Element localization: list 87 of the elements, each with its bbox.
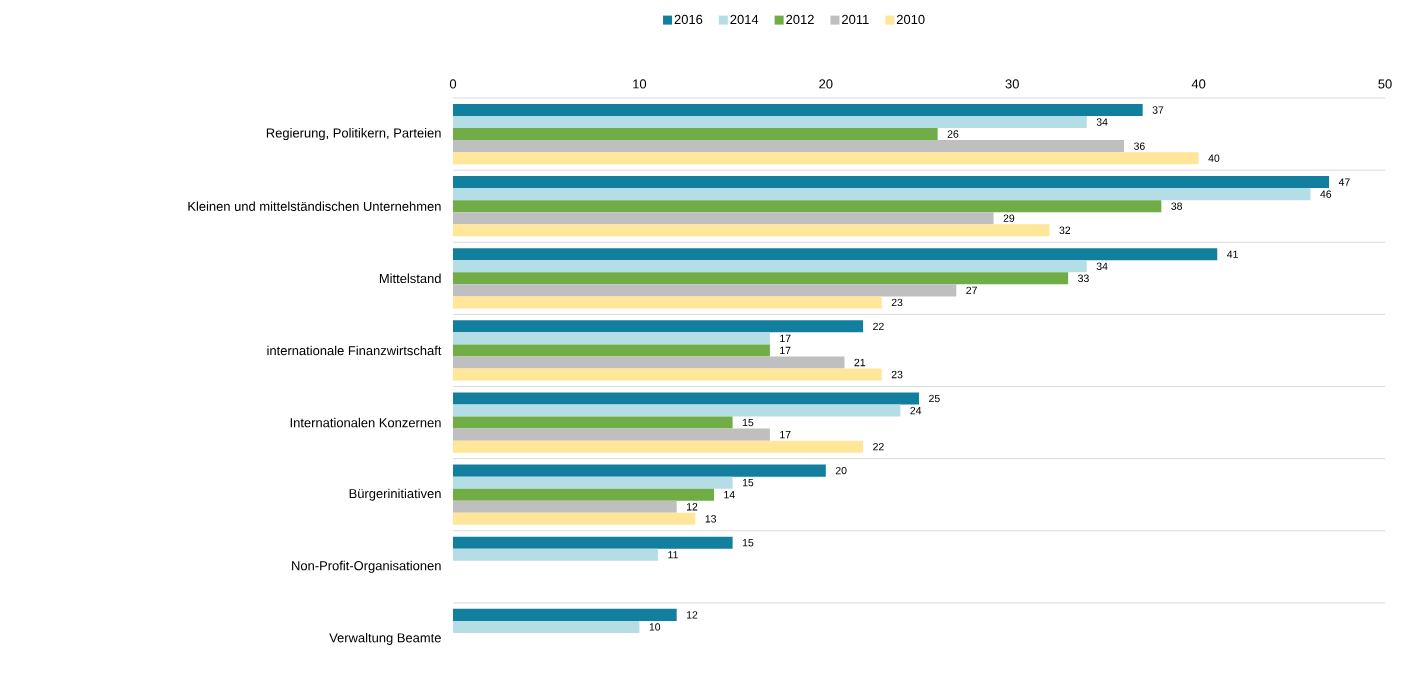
y-tick-label: Non-Profit-Organisationen	[292, 560, 441, 573]
data-label: 15	[742, 539, 754, 547]
bar	[453, 356, 845, 369]
data-label: 34	[1096, 118, 1108, 126]
bar	[453, 320, 864, 333]
legend-label: 2016	[674, 14, 703, 25]
bar	[453, 368, 882, 381]
data-label: 24	[910, 406, 922, 415]
y-tick-label: internationale Finanzwirtschaft	[267, 345, 442, 356]
data-label: 21	[854, 358, 866, 367]
bar	[453, 260, 1087, 273]
bar	[453, 212, 994, 225]
bar	[453, 152, 1199, 165]
bar	[453, 284, 957, 297]
data-label: 46	[1320, 190, 1332, 198]
data-label: 37	[1152, 106, 1164, 114]
y-tick-label: Verwaltung Beamte	[329, 632, 441, 645]
data-label: 15	[742, 479, 754, 487]
data-label: 23	[891, 298, 903, 307]
data-label: 47	[1338, 178, 1350, 186]
data-label: 17	[780, 334, 791, 342]
data-label: 38	[1171, 202, 1183, 210]
bar	[453, 272, 1069, 285]
y-tick-label: Internationalen Konzernen	[290, 417, 441, 428]
legend-label: 2014	[730, 14, 759, 25]
bar	[453, 476, 733, 489]
x-tick-label: 20	[819, 79, 833, 89]
data-label: 11	[668, 551, 678, 559]
data-label: 34	[1096, 262, 1108, 270]
bar	[453, 404, 901, 417]
data-label: 25	[929, 394, 940, 403]
x-tick-label: 0	[449, 79, 457, 89]
x-tick-label: 30	[1005, 79, 1019, 89]
data-label: 33	[1078, 274, 1089, 283]
x-tick-label: 10	[633, 79, 647, 89]
data-label: 17	[780, 431, 791, 439]
data-label: 12	[687, 611, 698, 619]
data-label: 14	[724, 491, 735, 499]
data-label: 23	[891, 370, 903, 379]
bar	[453, 116, 1087, 129]
bar	[453, 140, 1125, 153]
bar	[453, 128, 938, 141]
legend-label: 2012	[786, 14, 814, 25]
data-label: 29	[1003, 214, 1015, 222]
data-label: 12	[687, 503, 698, 511]
data-label: 17	[780, 346, 791, 355]
bar	[453, 620, 640, 633]
data-label: 32	[1059, 226, 1071, 234]
bar	[453, 536, 733, 549]
data-label: 36	[1133, 142, 1145, 150]
bar	[453, 224, 1050, 237]
bar	[453, 512, 696, 525]
bar	[453, 488, 714, 501]
bar	[453, 248, 1218, 261]
bar	[453, 608, 677, 621]
data-label: 22	[873, 322, 884, 330]
bar	[453, 440, 864, 453]
legend-label: 2011	[842, 14, 869, 25]
legend-label: 2010	[896, 14, 925, 25]
data-label: 27	[966, 286, 977, 295]
bar	[453, 416, 733, 429]
bar	[453, 392, 920, 405]
y-tick-label: Mittelstand	[379, 273, 441, 284]
bar	[453, 464, 826, 477]
data-label: 15	[742, 418, 754, 427]
bar	[453, 200, 1162, 213]
y-tick-label: Kleinen und mittelständischen Unternehmen	[188, 201, 441, 211]
y-tick-label: Regierung, Politikern, Parteien	[266, 128, 441, 141]
x-tick-label: 50	[1378, 79, 1392, 89]
data-label: 26	[947, 130, 959, 138]
bar	[453, 188, 1311, 201]
data-label: 20	[835, 466, 847, 475]
data-label: 13	[705, 515, 717, 523]
bar	[453, 548, 659, 561]
bar	[453, 296, 882, 309]
x-tick-label: 40	[1191, 79, 1206, 89]
data-label: 41	[1227, 250, 1238, 258]
bar	[453, 332, 770, 345]
y-tick-label: Bürgerinitiativen	[349, 488, 441, 501]
bar	[453, 428, 770, 441]
bar	[453, 500, 677, 513]
data-label: 40	[1208, 154, 1220, 162]
data-label: 10	[649, 623, 661, 631]
bar	[453, 176, 1330, 189]
data-label: 22	[873, 443, 884, 451]
bar	[453, 344, 770, 357]
bar	[453, 103, 1143, 116]
